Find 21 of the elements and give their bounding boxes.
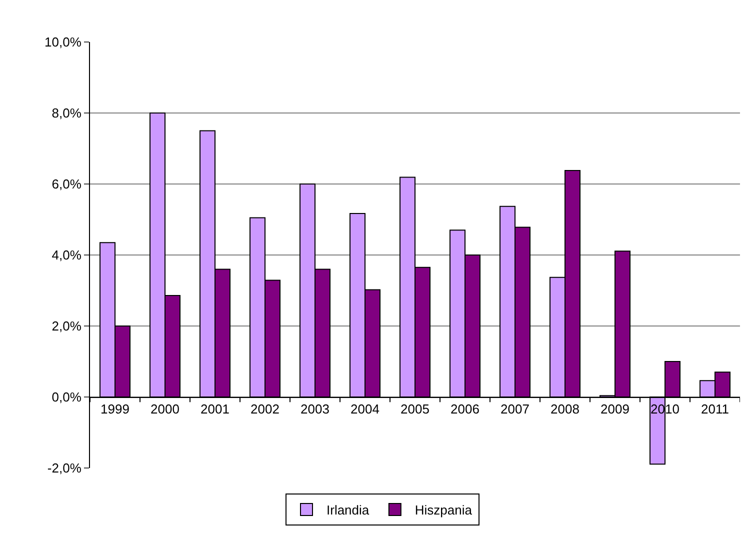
- y-tick-label: 0,0%: [52, 390, 82, 405]
- x-tick-label: 2007: [500, 402, 530, 417]
- y-tick-label: 8,0%: [52, 106, 82, 121]
- y-tick-label: 6,0%: [52, 176, 82, 192]
- legend-label: Irlandia: [326, 502, 370, 518]
- x-tick-label: 1999: [100, 402, 130, 417]
- x-tick-label: 2001: [200, 402, 230, 417]
- y-tick-label: 2,0%: [52, 318, 82, 334]
- x-tick-label: 2003: [300, 402, 330, 417]
- y-tick-label: -2,0%: [47, 460, 82, 476]
- x-tick-label: 2011: [701, 402, 729, 417]
- x-tick-label: 2009: [600, 402, 630, 417]
- x-tick-label: 2005: [400, 402, 430, 417]
- y-tick-label: 10,0%: [44, 34, 82, 50]
- x-tick-label: 2006: [450, 402, 480, 417]
- x-tick-label: 2002: [250, 402, 280, 417]
- legend-label: Hiszpania: [414, 502, 473, 518]
- x-tick-label: 2008: [550, 402, 580, 417]
- x-tick-label: 2004: [350, 402, 380, 417]
- y-tick-label: 4,0%: [52, 248, 82, 263]
- x-tick-label: 2000: [150, 402, 180, 417]
